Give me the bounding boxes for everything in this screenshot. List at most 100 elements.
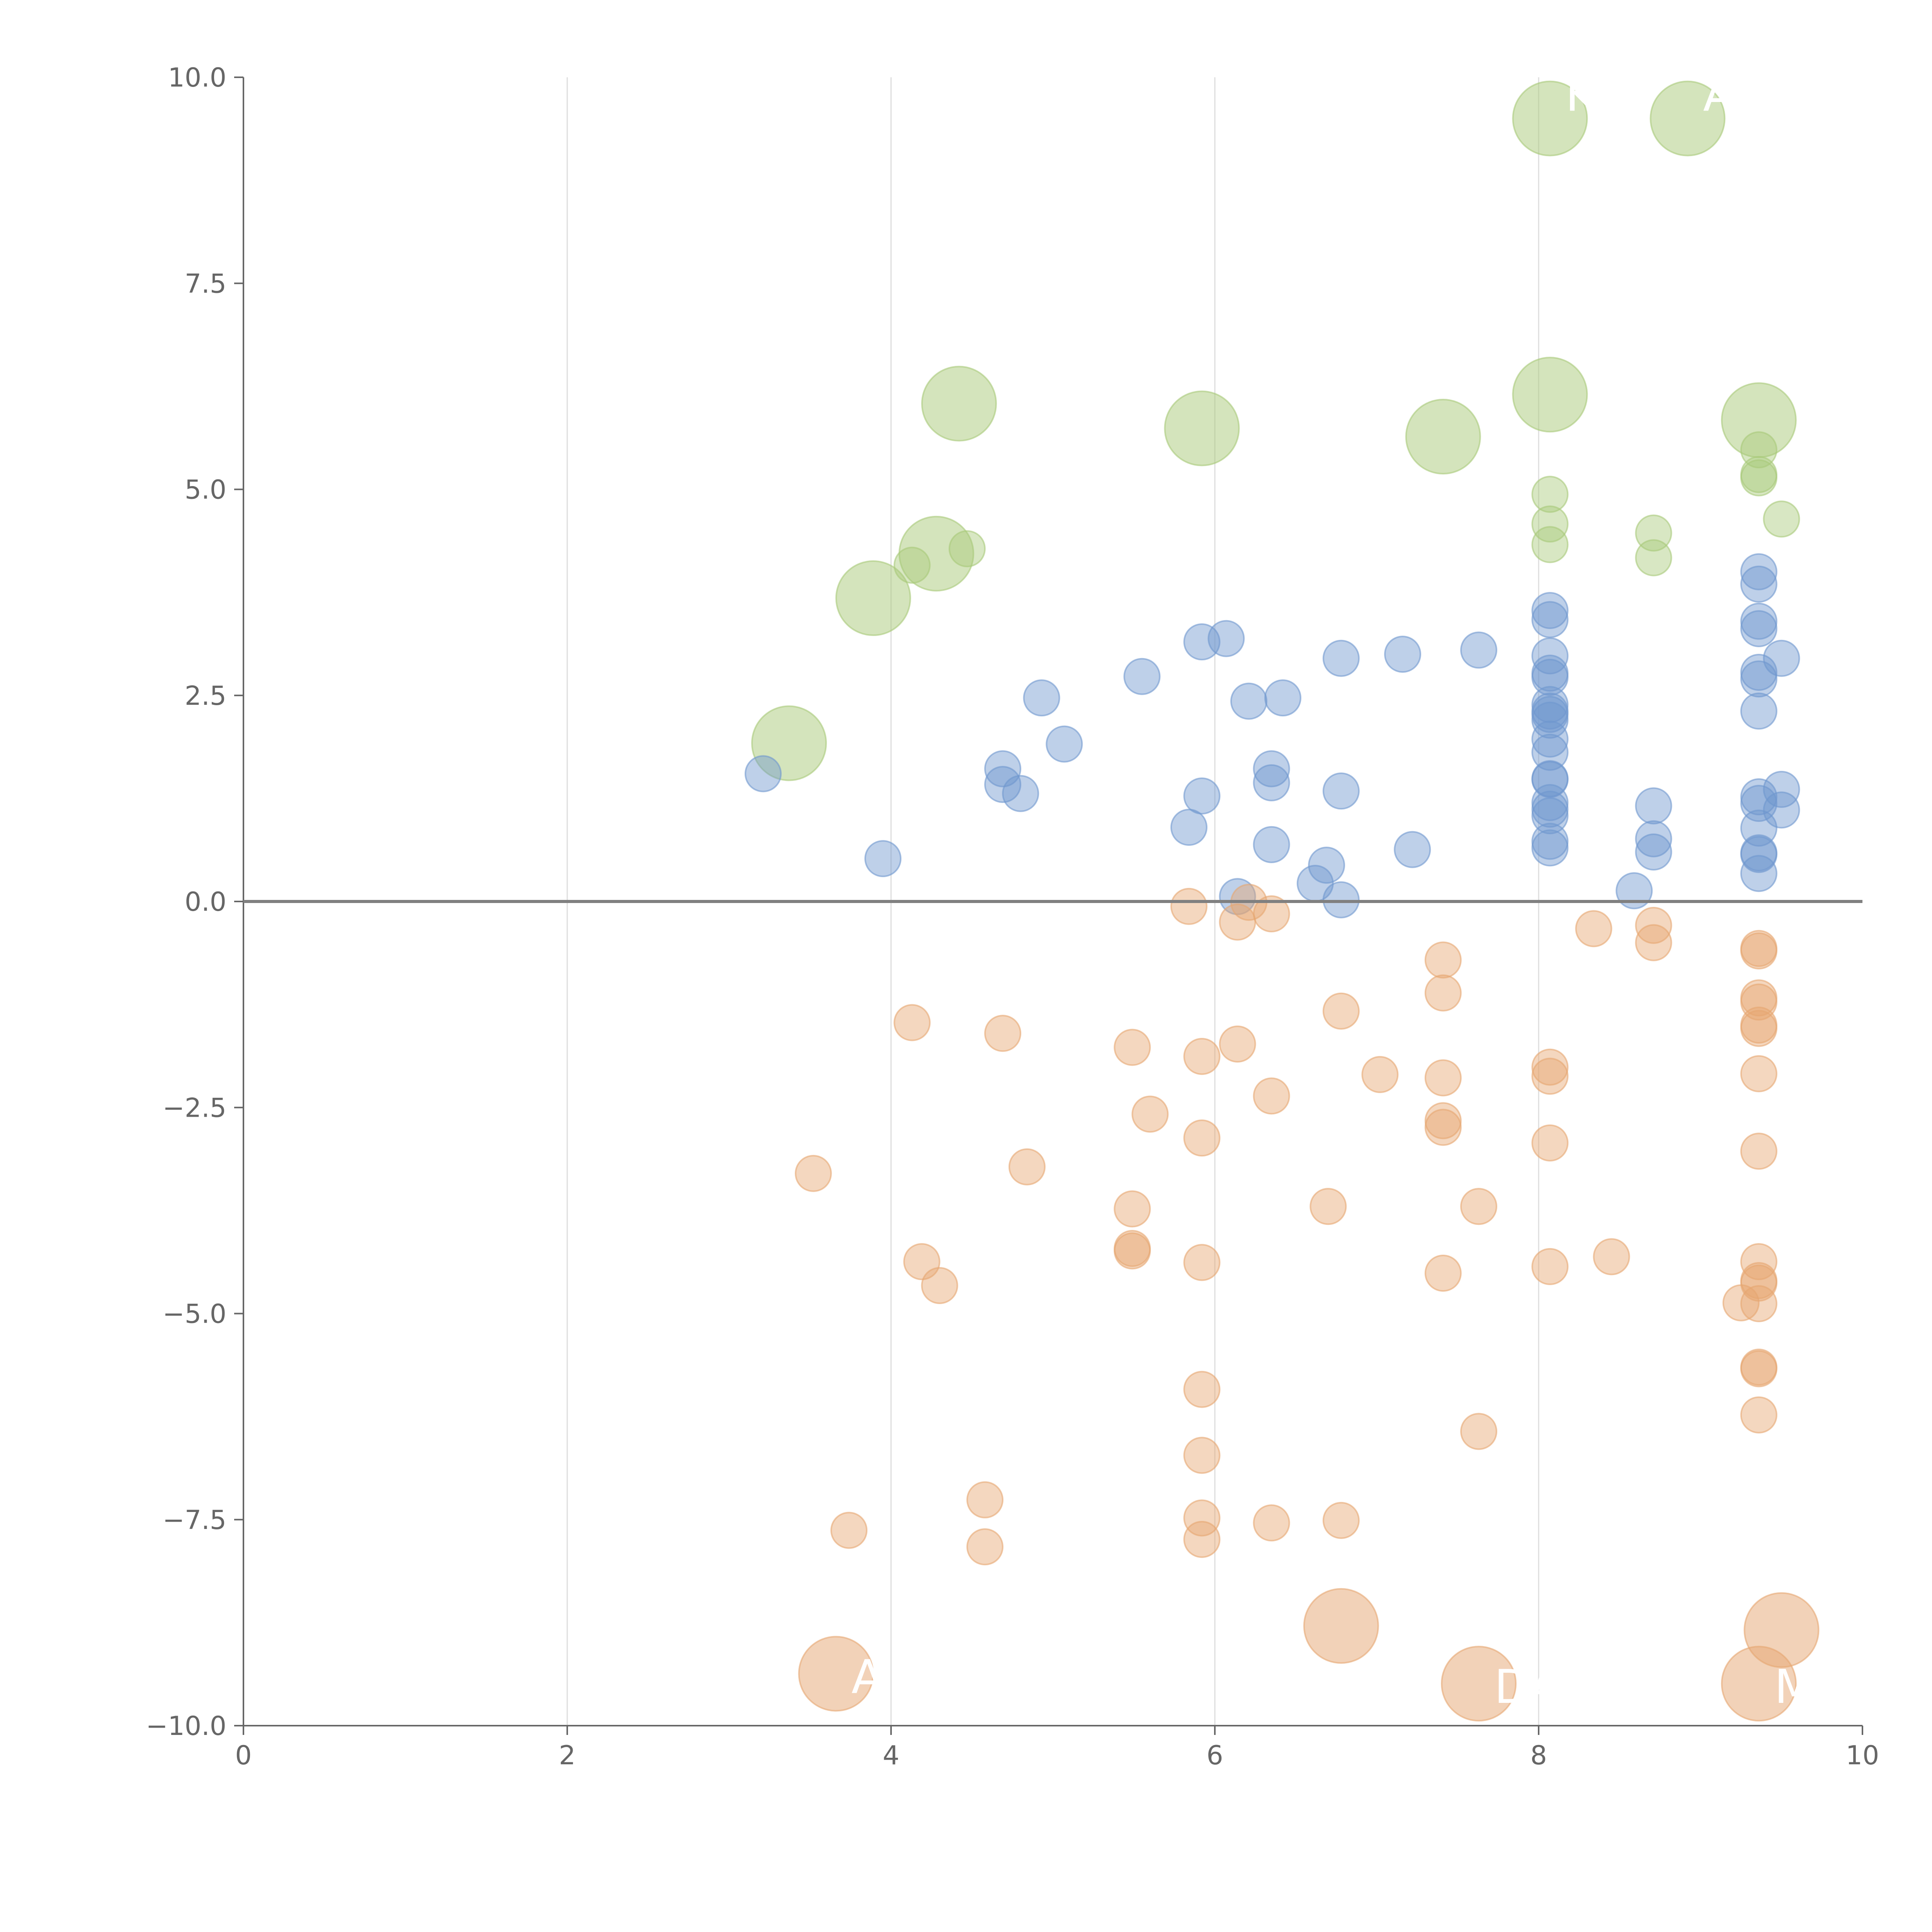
orange-point xyxy=(1740,1133,1777,1170)
green-point xyxy=(1531,505,1569,543)
blue-point xyxy=(1183,623,1221,661)
orange-point xyxy=(921,1267,958,1304)
orange-point xyxy=(966,1481,1004,1519)
orange-large-point xyxy=(1440,1646,1517,1722)
blue-point xyxy=(1023,679,1060,717)
green-large-point xyxy=(1721,382,1797,458)
y-tick-label: 0.0 xyxy=(185,887,226,917)
blue-point xyxy=(744,755,782,793)
blue-point xyxy=(1740,836,1777,873)
blue-point xyxy=(1322,881,1360,918)
data-points xyxy=(744,80,1820,1722)
point-annotation: A xyxy=(1703,68,1735,122)
orange-point xyxy=(1183,1038,1221,1075)
orange-point xyxy=(1740,1285,1777,1322)
orange-point xyxy=(893,1004,931,1041)
point-annotation: KL xyxy=(1565,68,1622,122)
orange-point xyxy=(1424,941,1462,979)
orange-point xyxy=(1219,1026,1256,1063)
green-large-point xyxy=(1650,80,1726,156)
blue-point xyxy=(1531,701,1569,739)
y-tick-label: −2.5 xyxy=(163,1093,226,1123)
blue-point xyxy=(1531,592,1569,629)
orange-point xyxy=(1131,1095,1169,1133)
green-point xyxy=(1531,526,1569,563)
blue-point xyxy=(1460,631,1497,669)
orange-point xyxy=(1183,1499,1221,1537)
blue-point xyxy=(1531,720,1569,758)
blue-point xyxy=(1763,770,1800,808)
orange-point xyxy=(1322,1502,1360,1539)
orange-point xyxy=(794,1155,832,1192)
tick-labels: 0 2 4 6 8 10 10.0 7.5 5.0 2.5 0.0 −2.5 −5.0 −7.5 −10.0 xyxy=(146,63,1879,1771)
green-large-point xyxy=(1405,398,1481,474)
green-large-point xyxy=(751,705,827,781)
orange-point xyxy=(1310,1188,1347,1225)
blue-point xyxy=(864,840,902,878)
y-tick-label: 5.0 xyxy=(185,475,226,505)
orange-large-point xyxy=(1303,1588,1379,1664)
blue-point xyxy=(1740,602,1777,640)
orange-point xyxy=(1740,932,1777,969)
green-large-point xyxy=(1512,357,1588,433)
orange-point xyxy=(1531,1248,1569,1285)
orange-point xyxy=(1593,1238,1630,1276)
point-annotation: MR xyxy=(1774,1660,1847,1714)
orange-point xyxy=(1361,1056,1399,1093)
blue-point xyxy=(1002,775,1039,812)
green-point xyxy=(1740,459,1777,497)
orange-point xyxy=(1740,1243,1777,1281)
blue-point xyxy=(1531,797,1569,835)
point-annotation: DA xyxy=(1494,1660,1561,1714)
green-point xyxy=(1531,476,1569,513)
blue-point xyxy=(1230,682,1267,720)
blue-point xyxy=(1384,636,1422,673)
blue-point xyxy=(1322,639,1360,677)
green-large-point xyxy=(835,560,911,636)
green-large-point xyxy=(898,515,975,592)
blue-point xyxy=(1635,787,1672,825)
orange-point xyxy=(1531,1124,1569,1162)
orange-point xyxy=(1531,1058,1569,1095)
orange-point xyxy=(984,1015,1022,1052)
orange-point xyxy=(1322,992,1360,1030)
x-tick-label: 0 xyxy=(235,1740,252,1771)
green-large-point xyxy=(1512,80,1588,156)
blue-point xyxy=(1308,847,1345,884)
orange-point xyxy=(1740,1010,1777,1047)
orange-point xyxy=(1460,1413,1497,1450)
blue-point xyxy=(1740,855,1777,892)
blue-point xyxy=(1046,725,1083,763)
orange-point xyxy=(1253,1504,1290,1542)
orange-point xyxy=(1740,983,1777,1021)
orange-point xyxy=(1424,1254,1462,1292)
blue-point xyxy=(1322,772,1360,810)
orange-point xyxy=(1253,895,1290,932)
x-tick-label: 4 xyxy=(883,1740,899,1771)
green-point xyxy=(1635,539,1672,577)
orange-point xyxy=(1170,888,1208,925)
orange-point xyxy=(830,1512,868,1549)
y-tick-label: 7.5 xyxy=(185,269,226,299)
y-tick-label: −10.0 xyxy=(146,1711,226,1742)
orange-point xyxy=(1114,1232,1151,1270)
orange-point xyxy=(1531,1048,1569,1086)
orange-point xyxy=(1183,1119,1221,1157)
blue-point xyxy=(1219,878,1256,915)
orange-point xyxy=(1253,1077,1290,1115)
point-annotation: A xyxy=(852,1651,883,1704)
orange-large-point xyxy=(798,1636,874,1712)
blue-point xyxy=(1253,826,1290,863)
orange-point xyxy=(1183,1244,1221,1281)
blue-point xyxy=(1123,658,1161,695)
x-tick-label: 6 xyxy=(1206,1740,1223,1771)
orange-point xyxy=(1635,924,1672,961)
blue-point xyxy=(1531,829,1569,867)
blue-point xyxy=(1763,791,1800,829)
orange-point xyxy=(1740,1264,1777,1302)
blue-point xyxy=(1253,750,1290,787)
blue-point xyxy=(1253,764,1290,801)
orange-point xyxy=(1740,1055,1777,1092)
green-large-point xyxy=(921,366,997,442)
